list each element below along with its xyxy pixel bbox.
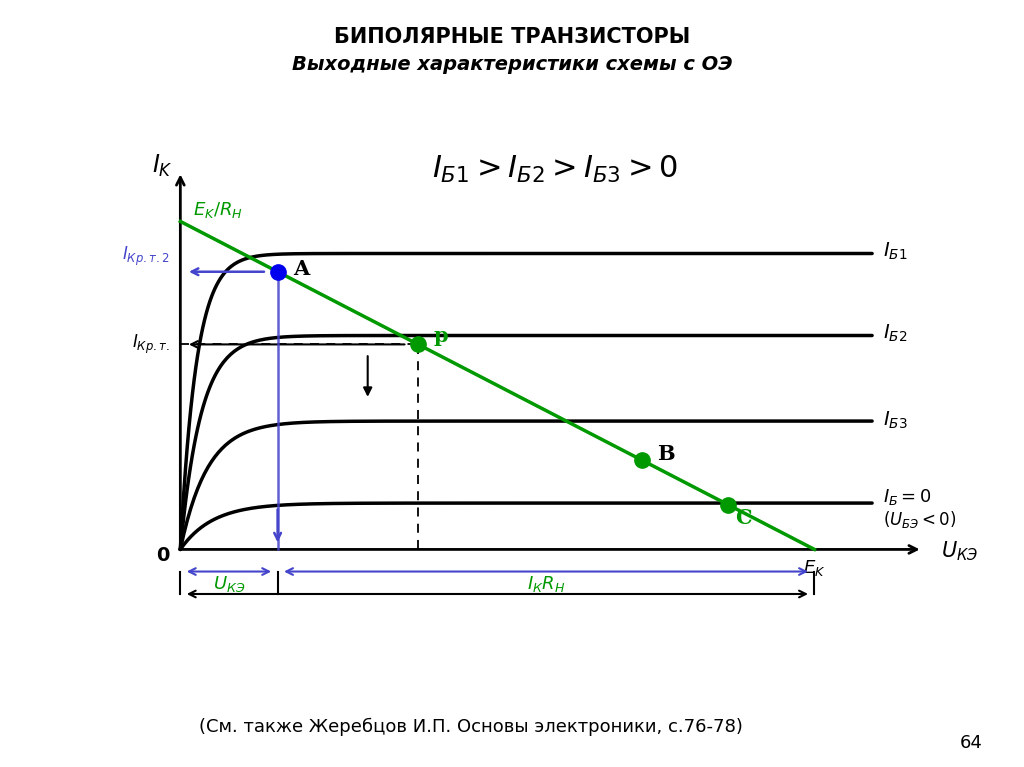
- Text: C: C: [735, 509, 752, 528]
- Text: 0: 0: [156, 546, 169, 565]
- Text: $E_K/R_H$: $E_K/R_H$: [194, 199, 243, 219]
- Text: (См. также Жеребцов И.П. Основы электроники, с.76-78): (См. также Жеребцов И.П. Основы электрон…: [199, 718, 743, 736]
- Text: $U_{КЭ}$: $U_{КЭ}$: [213, 574, 246, 594]
- Text: $I_{Кр.т.}$: $I_{Кр.т.}$: [132, 333, 170, 356]
- Text: $I_{Б2}$: $I_{Б2}$: [883, 323, 907, 344]
- Text: 64: 64: [961, 734, 983, 752]
- Text: $I_{Кр.т.2}$: $I_{Кр.т.2}$: [122, 245, 170, 268]
- Text: Выходные характеристики схемы с ОЭ: Выходные характеристики схемы с ОЭ: [292, 55, 732, 74]
- Text: $(U_{БЭ}<0)$: $(U_{БЭ}<0)$: [883, 509, 956, 530]
- Text: $I_Б = 0$: $I_Б = 0$: [883, 486, 932, 507]
- Text: $I_K$: $I_K$: [152, 153, 173, 179]
- Text: $U_{КЭ}$: $U_{КЭ}$: [941, 539, 978, 563]
- Text: p: p: [434, 325, 449, 345]
- Text: $I_{Б1}>I_{Б2}>I_{Б3}>0$: $I_{Б1}>I_{Б2}>I_{Б3}>0$: [432, 154, 678, 186]
- Text: БИПОЛЯРНЫЕ ТРАНЗИСТОРЫ: БИПОЛЯРНЫЕ ТРАНЗИСТОРЫ: [334, 27, 690, 47]
- Text: A: A: [294, 259, 309, 279]
- Text: $I_{Б3}$: $I_{Б3}$: [883, 410, 907, 431]
- Text: $I_КR_H$: $I_КR_H$: [526, 574, 565, 594]
- Text: $E_K$: $E_K$: [803, 558, 825, 578]
- Text: B: B: [657, 443, 675, 463]
- Text: $I_{Б1}$: $I_{Б1}$: [883, 241, 907, 262]
